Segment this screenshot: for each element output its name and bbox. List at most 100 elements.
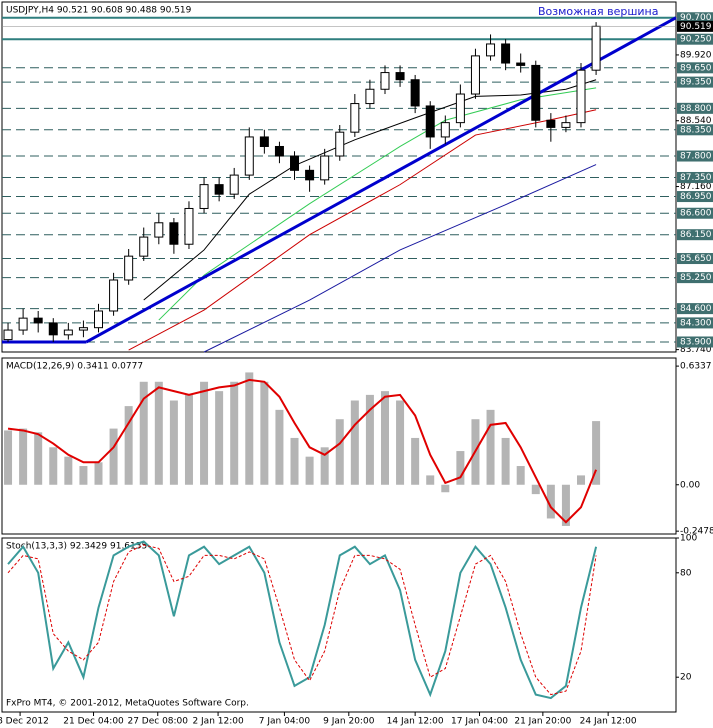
candle-body	[380, 72, 390, 90]
histogram-bar	[411, 437, 420, 485]
candle-body	[320, 155, 330, 181]
histogram-bar	[561, 484, 570, 526]
level-label-box	[677, 12, 713, 24]
candle-body	[3, 329, 13, 341]
level-label: 86.600	[680, 209, 712, 219]
level-label-box	[677, 33, 713, 45]
level-label: 86.150	[680, 230, 712, 240]
level-label-box	[677, 76, 713, 88]
histogram-bar	[365, 394, 374, 485]
x-tick-label: 7 Jan 04:00	[259, 717, 311, 727]
level-label-box	[677, 171, 713, 183]
level-label-box	[677, 62, 713, 74]
x-tick-label: 18 Dec 2012	[0, 717, 49, 727]
histogram-bar	[486, 409, 495, 485]
candle-body	[425, 105, 435, 138]
candle-body	[33, 317, 43, 324]
level-label: 86.950	[680, 192, 712, 202]
histogram-bar	[124, 406, 133, 485]
candle-body	[365, 88, 375, 105]
histogram-bar	[109, 428, 118, 485]
histogram-bar	[200, 381, 209, 485]
histogram-bar	[320, 447, 329, 485]
histogram-bar	[426, 475, 435, 485]
level-label-box	[677, 150, 713, 162]
histogram-bar	[184, 394, 193, 485]
histogram-bar	[441, 484, 450, 493]
histogram-bar	[64, 456, 73, 485]
candle-body	[455, 93, 465, 124]
candle-body	[229, 174, 239, 195]
moving-average	[158, 87, 597, 321]
histogram-bar	[215, 391, 224, 485]
histogram-bar	[305, 456, 314, 485]
candle-body	[244, 136, 254, 176]
histogram-bar	[275, 409, 284, 485]
candle-body	[139, 236, 149, 257]
panel-title: USDJPY,H4 90.521 90.608 90.488 90.519	[6, 6, 192, 16]
x-tick-label: 14 Jan 12:00	[387, 717, 444, 727]
stoch-panel	[1, 537, 677, 713]
candle-body	[516, 62, 526, 66]
y-tick-label: -0.2478	[680, 527, 713, 537]
histogram-bar	[350, 400, 359, 485]
x-tick-label: 9 Jan 20:00	[323, 717, 375, 727]
candle-body	[335, 131, 345, 157]
candle-body	[124, 255, 134, 281]
candle-body	[561, 122, 571, 128]
candle-body	[395, 72, 405, 81]
candle-body	[305, 169, 315, 181]
level-label: 89.650	[680, 63, 712, 73]
histogram-bar	[49, 447, 58, 485]
candle-body	[199, 184, 209, 209]
level-label-box	[677, 253, 713, 265]
level-label-box	[677, 191, 713, 203]
level-label: 88.350	[680, 125, 712, 135]
candle-body	[350, 103, 360, 133]
level-label-box	[677, 317, 713, 329]
histogram-bar	[79, 466, 88, 485]
candle-body	[290, 155, 300, 171]
y-tick-label: 88.540	[680, 116, 712, 126]
x-tick-label: 21 Jan 20:00	[514, 717, 571, 727]
histogram-bar	[396, 400, 405, 485]
candle-body	[109, 279, 119, 312]
level-label-box	[677, 207, 713, 219]
level-label: 87.800	[680, 152, 712, 162]
footer: FxPro MT4, © 2001-2012, MetaQuotes Softw…	[6, 699, 249, 709]
level-label: 84.300	[680, 318, 712, 328]
histogram-bar	[19, 428, 28, 485]
histogram-bar	[546, 484, 555, 519]
level-label: 84.600	[680, 304, 712, 314]
macd-panel	[1, 357, 677, 535]
last-price-label: 90.519	[680, 22, 712, 32]
candle-body	[591, 25, 601, 71]
level-label: 89.350	[680, 78, 712, 88]
level-label: 87.350	[680, 173, 712, 183]
level-label-box	[677, 303, 713, 315]
candle-body	[154, 222, 164, 238]
level-label-box	[677, 229, 713, 241]
histogram-bar	[380, 391, 389, 485]
level-label: 85.250	[680, 273, 712, 283]
level-label: 85.650	[680, 254, 712, 264]
level-label-box	[677, 272, 713, 284]
histogram-bar	[335, 419, 344, 485]
candle-body	[63, 329, 73, 336]
y-tick-label: 0.00	[680, 480, 700, 490]
candle-body	[486, 43, 496, 57]
indicator-line	[7, 378, 598, 524]
histogram-bar	[592, 421, 601, 485]
candle-body	[501, 43, 511, 64]
histogram-bar	[169, 400, 178, 485]
candle-body	[546, 119, 556, 128]
x-tick-label: 27 Dec 08:00	[127, 717, 188, 727]
candle-body	[410, 79, 420, 107]
histogram-bar	[4, 430, 13, 485]
histogram-bar	[516, 466, 525, 485]
candle-body	[48, 322, 58, 336]
candle-body	[94, 310, 104, 329]
x-tick-label: 2 Jan 12:00	[192, 717, 244, 727]
